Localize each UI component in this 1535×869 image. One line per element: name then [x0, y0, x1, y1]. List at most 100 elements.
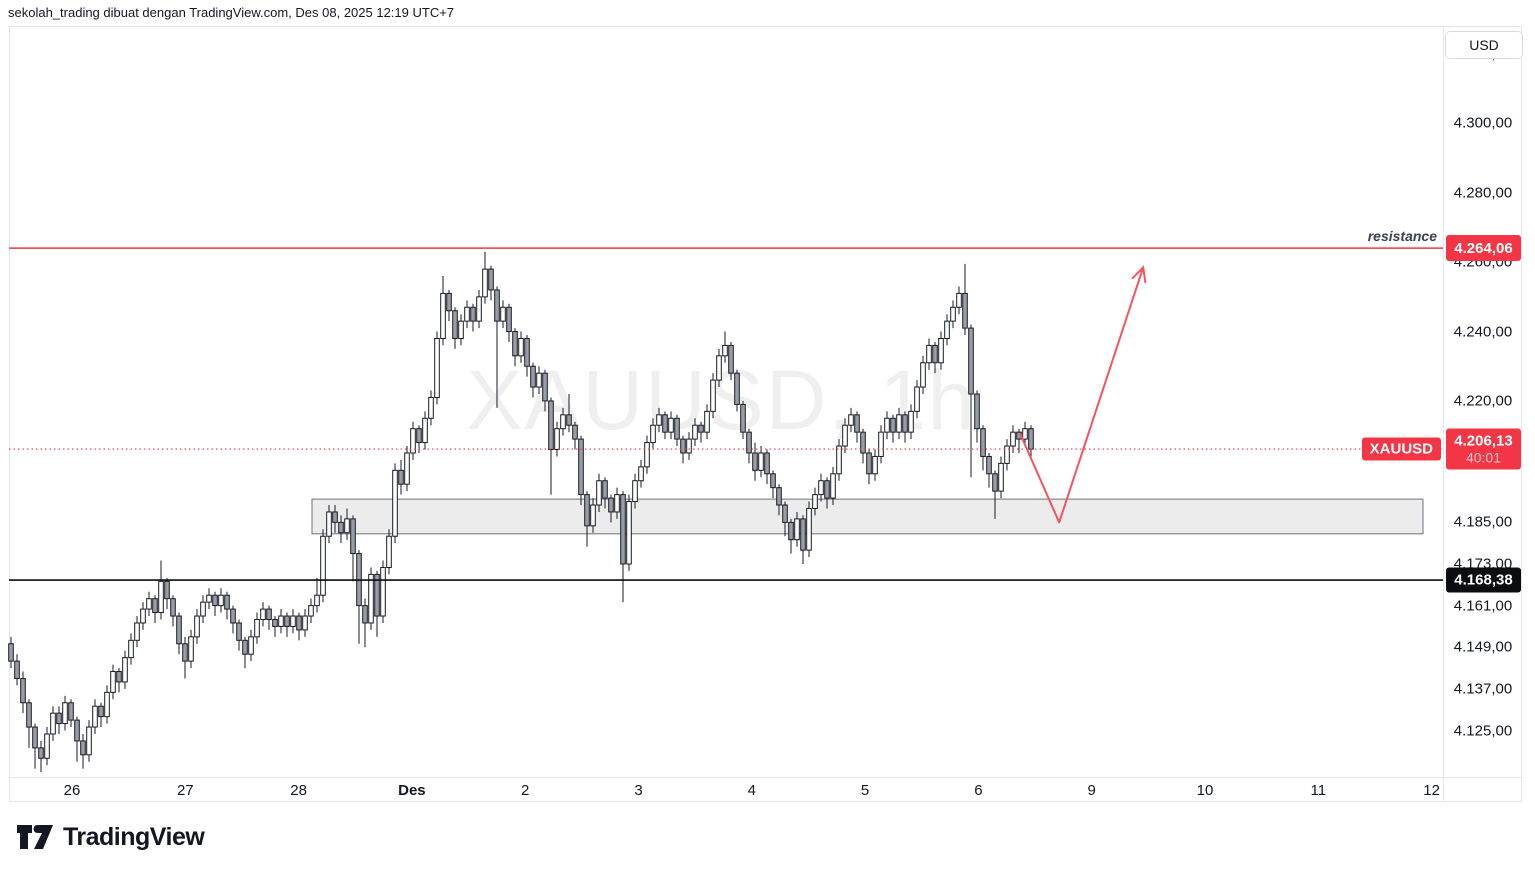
candle-up	[188, 636, 194, 662]
candle-up	[308, 605, 314, 617]
price-tick-label: 4.161,00	[1453, 597, 1513, 615]
candle-down	[740, 403, 746, 433]
candle-down	[20, 677, 26, 704]
candle-down	[662, 414, 668, 433]
attribution-text: sekolah_trading dibuat dengan TradingVie…	[8, 5, 455, 20]
candle-up	[140, 608, 146, 624]
candle-up	[326, 511, 332, 537]
candle-up	[848, 414, 854, 426]
candle-up	[218, 594, 224, 607]
candle-down	[578, 438, 584, 496]
candle-up	[476, 296, 482, 322]
candle-up	[1022, 428, 1028, 440]
time-tick-label: 28	[290, 782, 307, 799]
candle-down	[182, 643, 188, 662]
candle-up	[134, 622, 140, 641]
candle-down	[284, 615, 290, 627]
candle-down	[164, 580, 170, 600]
candle-up	[500, 306, 506, 322]
candle-up	[806, 507, 812, 551]
candle-up	[560, 414, 566, 430]
time-tick-label: 2	[521, 782, 530, 799]
candle-down	[746, 431, 752, 454]
candle-down	[8, 643, 14, 662]
time-tick-label: 11	[1310, 782, 1327, 799]
candle-down	[764, 452, 770, 475]
candle-up	[554, 428, 560, 451]
candle-down	[212, 594, 218, 607]
candle-down	[524, 337, 530, 367]
candle-up	[392, 469, 398, 537]
projection-arrow[interactable]	[1019, 267, 1145, 524]
price-tick-label: 4.149,00	[1453, 638, 1513, 656]
candle-down	[506, 306, 512, 333]
support-price-value: 4.168,38	[1454, 571, 1513, 589]
supply-zone[interactable]	[311, 498, 1424, 535]
candle-up	[200, 601, 206, 617]
candle-up	[482, 268, 488, 298]
candle-down	[866, 452, 872, 475]
last-price-value: 4.206,13	[1454, 432, 1513, 450]
chart-frame	[9, 26, 1522, 802]
price-tick-label: 4.137,00	[1453, 680, 1513, 698]
candle-down	[974, 393, 980, 430]
candle-down	[32, 726, 38, 749]
candle-down	[416, 428, 422, 444]
candle-up	[818, 480, 824, 496]
candle-up	[128, 639, 134, 659]
price-axis-separator	[1443, 26, 1444, 802]
price-tick-label: 4.125,00	[1453, 722, 1513, 739]
candle-down	[680, 438, 686, 454]
candle-down	[350, 518, 356, 555]
candle-down	[674, 417, 680, 440]
candle-up	[878, 431, 884, 457]
candle-down	[488, 268, 494, 291]
candle-up	[146, 598, 152, 610]
candle-up	[872, 455, 878, 475]
candle-up	[686, 438, 692, 454]
projection-arrow-head	[1131, 265, 1147, 284]
candle-down	[338, 521, 344, 534]
candle-up	[836, 445, 842, 475]
candle-down	[266, 608, 272, 620]
candle-up	[830, 473, 836, 499]
candle-up	[692, 424, 698, 440]
time-tick-label: 9	[1087, 782, 1096, 799]
candle-down	[26, 702, 32, 728]
candle-down	[446, 292, 452, 312]
candle-down	[224, 594, 230, 610]
time-tick-label: 10	[1196, 782, 1214, 799]
resistance-drawing-label[interactable]: resistance	[1367, 228, 1437, 245]
candle-up	[632, 480, 638, 503]
candle-up	[722, 344, 728, 357]
candle-down	[968, 327, 974, 395]
candle-up	[716, 355, 722, 381]
candle-up	[206, 594, 212, 603]
candle-down	[236, 622, 242, 641]
candle-down	[152, 598, 158, 614]
time-tick-label: 26	[63, 782, 81, 799]
candle-down	[962, 292, 968, 329]
candle-up	[320, 535, 326, 596]
price-tick-label: 4.220,00	[1453, 392, 1513, 410]
candle-down	[230, 608, 236, 624]
tradingview-logo[interactable]: TradingView	[16, 822, 205, 852]
time-tick-label: 6	[974, 782, 983, 799]
candle-up	[926, 344, 932, 364]
candle-up	[410, 428, 416, 454]
candle-up	[122, 657, 128, 683]
candle-down	[272, 618, 278, 627]
candle-up	[368, 573, 374, 624]
candle-up	[644, 442, 650, 468]
currency-toggle-button[interactable]: USD	[1445, 31, 1523, 59]
candle-up	[920, 362, 926, 388]
candle-down	[512, 331, 518, 357]
candle-up	[704, 410, 710, 433]
resistance-price-badge: 4.264,06	[1446, 235, 1521, 262]
time-axis-separator	[9, 777, 1523, 778]
candle-up	[590, 504, 596, 527]
candle-down	[902, 414, 908, 433]
candle-down	[932, 344, 938, 364]
